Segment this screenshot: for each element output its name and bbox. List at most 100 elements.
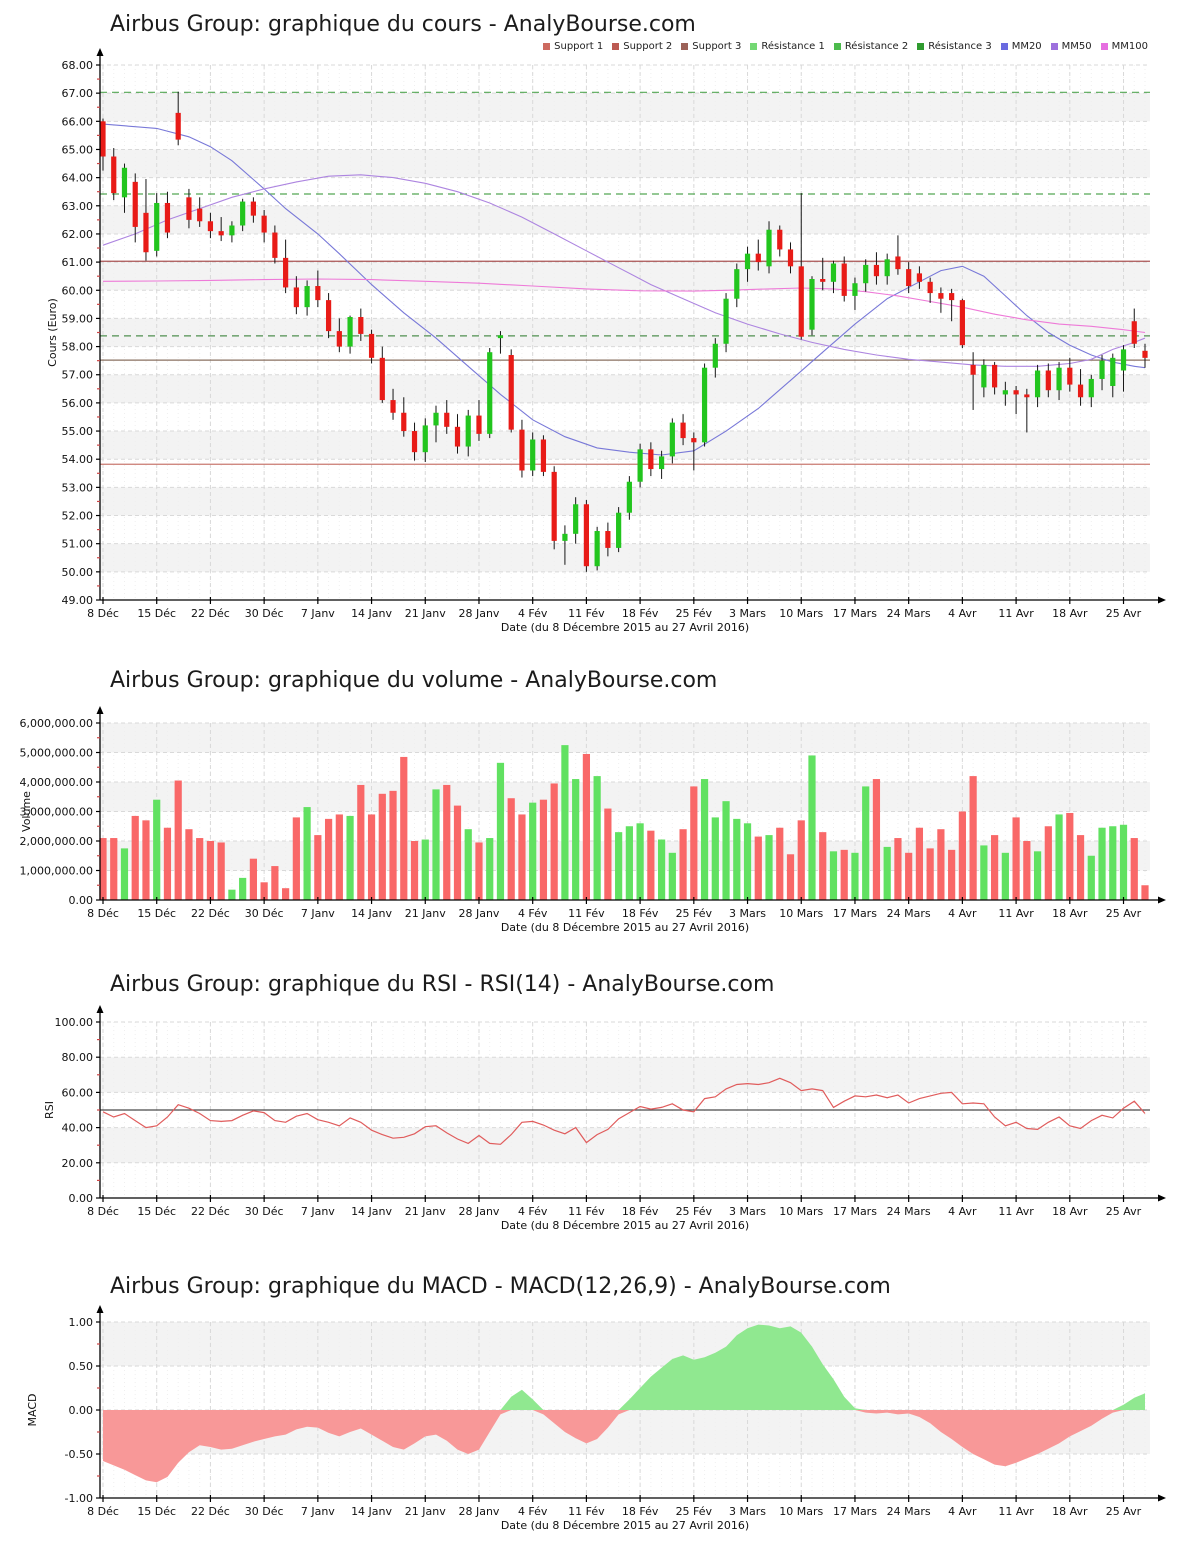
volume-bar [808, 755, 816, 900]
axes: -1.00 -0.50 0.00 0.50 1.00 8 Déc 15 Déc 22 Déc 3… [26, 1305, 1166, 1532]
axis-label: 0.00 [69, 1192, 94, 1205]
volume-bar [711, 817, 719, 900]
axis-label: 4,000,000.00 [20, 776, 93, 789]
candle-body [1024, 394, 1030, 398]
candle-body [540, 439, 547, 472]
candle-body [820, 279, 826, 282]
candle-body [293, 287, 299, 308]
axis-label: 17 Mars [833, 907, 877, 920]
volume-bar [400, 756, 408, 900]
volume-bar [174, 780, 182, 900]
candle-body [1045, 370, 1051, 391]
volume-bar [378, 793, 386, 900]
axis-label: 4 Fév [518, 607, 548, 620]
legend-item-support-2: Support 2 [612, 41, 672, 52]
legend-label-resistance-1: Résistance 1 [761, 41, 825, 52]
volume-bar [153, 799, 161, 900]
axis-label: 18 Fév [622, 1505, 659, 1518]
legend-item-support-3: Support 3 [681, 41, 741, 52]
candle-body [1110, 357, 1116, 386]
axis-label: 10 Mars [779, 607, 823, 620]
volume-bar [937, 829, 945, 900]
candle-body [605, 531, 611, 548]
volume-bar [572, 779, 580, 900]
axis-label: 24 Mars [887, 607, 931, 620]
axis-label: 11 Avr [998, 1505, 1034, 1518]
candle-body [283, 257, 289, 288]
candle-body [906, 269, 912, 287]
candle-body [1067, 367, 1073, 385]
legend-item-mm50: MM50 [1050, 41, 1092, 52]
volume-bar [539, 799, 548, 900]
volume-bar [475, 842, 483, 900]
candle-body [841, 263, 847, 296]
axis-label: 0.50 [69, 1360, 94, 1373]
y-axis-arrow [96, 706, 104, 714]
candle-body [884, 259, 890, 277]
volume-bar [131, 815, 139, 900]
legend-item-resistance-3: Résistance 3 [917, 41, 992, 52]
axis-label: 14 Janv [351, 1205, 392, 1218]
axis-label: 4 Fév [518, 907, 548, 920]
axis-label: RSI [43, 1101, 56, 1119]
axis-label: 25 Fév [676, 907, 713, 920]
candle-body [798, 266, 804, 337]
volume-bar [894, 838, 902, 900]
axis-label: 20.00 [62, 1157, 94, 1170]
candle-body [487, 352, 493, 434]
axis-label: 28 Janv [458, 907, 499, 920]
axis-label: 50.00 [62, 566, 94, 579]
volume-bar [969, 776, 977, 900]
axis-label: Date (du 8 Décembre 2015 au 27 Avril 201… [501, 1219, 749, 1232]
axis-label: 7 Janv [301, 907, 335, 920]
candle-body [240, 201, 246, 226]
axis-label: 3 Mars [729, 1505, 766, 1518]
candle-body [390, 400, 396, 413]
axis-label: 22 Déc [191, 907, 230, 920]
axis-label: 10 Mars [779, 907, 823, 920]
candle-body [272, 232, 278, 258]
axis-label: 11 Fév [568, 1205, 605, 1218]
candle-body [637, 449, 643, 482]
volume-bar [1055, 814, 1063, 900]
legend-swatch-resistance-3 [917, 43, 925, 50]
axis-label: 15 Déc [137, 607, 176, 620]
volume-bar [1066, 812, 1074, 900]
volume-bar [142, 820, 150, 900]
axis-label: 25 Avr [1106, 1505, 1142, 1518]
volume-bar [120, 848, 129, 900]
legend-swatch-support-2 [612, 43, 620, 50]
axis-label: 22 Déc [191, 1505, 230, 1518]
macd-negative-area [103, 1410, 1145, 1483]
axis-label: 14 Janv [351, 1505, 392, 1518]
candle-body [830, 263, 837, 282]
volume-bar [206, 841, 215, 900]
axis-label: 3 Mars [729, 607, 766, 620]
axis-label: 7 Janv [301, 607, 335, 620]
candle-body [852, 283, 858, 296]
axis-label: 49.00 [62, 594, 94, 607]
axis-label: 10 Mars [779, 1205, 823, 1218]
axis-label: 4 Avr [948, 1205, 977, 1218]
volume-bar [239, 877, 247, 900]
legend-label-resistance-2: Résistance 2 [844, 41, 909, 52]
volume-bar [668, 852, 676, 900]
volume-bar [1119, 824, 1128, 900]
candle-body [530, 439, 536, 471]
candle-body [1088, 378, 1094, 398]
axis-label: 14 Janv [351, 907, 392, 920]
volume-bar [958, 811, 966, 900]
candle-body [401, 412, 407, 432]
candle-body [261, 215, 267, 233]
volume-bar [647, 830, 655, 900]
axes: 49.00 50.00 51.00 52.00 53.00 54.00 55.00 56.00… [46, 48, 1166, 634]
candle-body [863, 264, 869, 284]
candle-body [315, 286, 321, 301]
volume-bar [872, 779, 881, 900]
axis-label: 18 Fév [622, 607, 659, 620]
axis-label: 15 Déc [137, 907, 176, 920]
volume-bar [507, 798, 515, 900]
volume-bar [561, 745, 569, 900]
volume-bar [464, 829, 472, 900]
